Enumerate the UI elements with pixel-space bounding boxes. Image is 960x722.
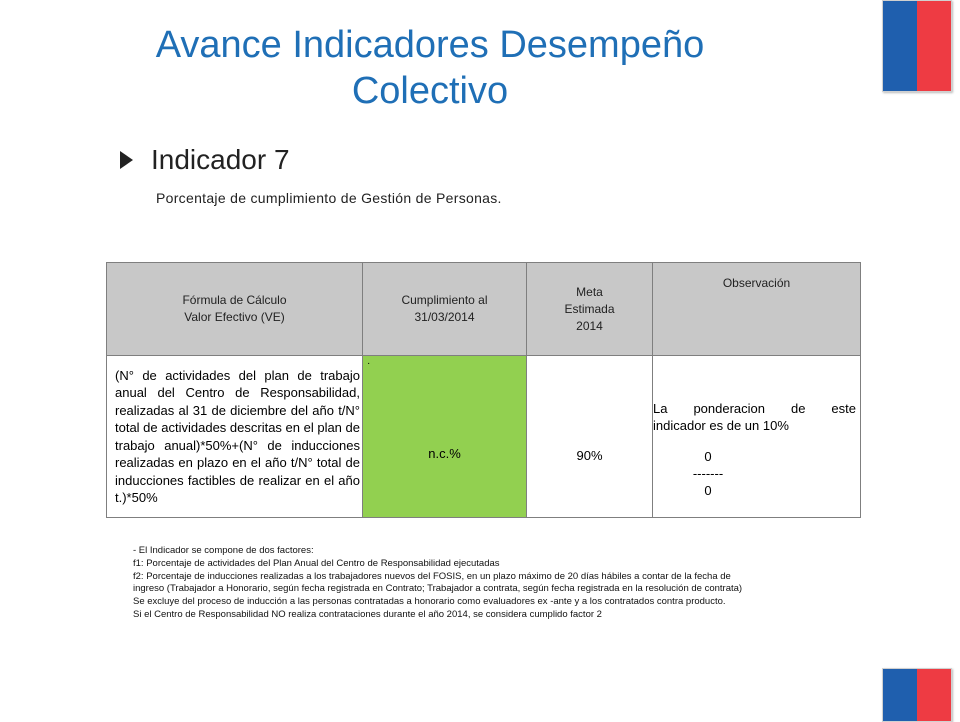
table-header-row: Fórmula de Cálculo Valor Efectivo (VE) C… [106,262,861,356]
formula-cell: (N° de actividades del plan de trabajo a… [106,355,363,518]
flag-blue-stripe [883,669,917,721]
observacion-fraction: 0 ------- 0 [653,448,763,499]
flag-blue-stripe [883,1,917,91]
indicator-label: Indicador 7 [151,144,290,175]
header-formula-line1: Fórmula de Cálculo [182,293,287,307]
header-meta-line1: Meta [576,284,603,299]
indicator-heading: Indicador 7 [120,144,290,176]
header-cumplimiento-line1: Cumplimiento al [401,293,488,307]
footnote-line: Se excluye del proceso de inducción a la… [133,596,726,608]
header-observacion: Observación [652,262,861,356]
flag-red-stripe [917,669,951,721]
footnote-line: f2: Porcentaje de inducciones realizadas… [133,570,731,582]
cumplimiento-value: n.c.% [428,446,461,461]
page-title: Avance Indicadores Desempeño Colectivo [155,24,705,112]
header-meta-line3: 2014 [576,318,603,333]
header-formula: Fórmula de Cálculo Valor Efectivo (VE) [106,262,363,356]
flag-logo-bottom [882,668,952,722]
header-meta-line2: Estimada [564,301,615,316]
footnotes: - El Indicador se compone de dos factore… [133,545,853,622]
header-cumplimiento-line2: 31/03/2014 [414,310,475,324]
header-formula-line2: Valor Efectivo (VE) [184,310,285,324]
footnote-line: - El Indicador se compone de dos factore… [133,545,314,556]
fraction-denominator: 0 [704,483,712,498]
fraction-bar: ------- [692,466,724,481]
observacion-text: La ponderacion de este indicador es de u… [653,400,856,434]
observacion-line1: La ponderacion de este [653,401,856,416]
flag-logo-top [882,0,952,92]
footnote-line: Si el Centro de Responsabilidad NO reali… [133,608,602,620]
indicator-description: Porcentaje de cumplimiento de Gestión de… [156,190,502,206]
footnote-line: f1: Porcentaje de actividades del Plan A… [133,557,500,569]
arrow-bullet-icon [120,151,133,169]
observacion-line2: indicador es de un 10% [653,418,789,433]
flag-red-stripe [917,1,951,91]
table-row: (N° de actividades del plan de trabajo a… [106,355,861,518]
fraction-numerator: 0 [704,449,712,464]
header-meta: Meta Estimada 2014 [526,262,653,356]
header-cumplimiento: Cumplimiento al 31/03/2014 [362,262,527,356]
indicator-table: Fórmula de Cálculo Valor Efectivo (VE) C… [106,262,861,518]
footnote-line: ingreso (Trabajador a Honorario, según f… [133,583,743,595]
cumplimiento-mark: · [367,358,371,369]
meta-value: 90% [576,448,603,463]
observacion-cell: La ponderacion de este indicador es de u… [652,355,861,518]
cumplimiento-cell: · n.c.% [362,355,527,518]
meta-cell: 90% [526,355,653,518]
